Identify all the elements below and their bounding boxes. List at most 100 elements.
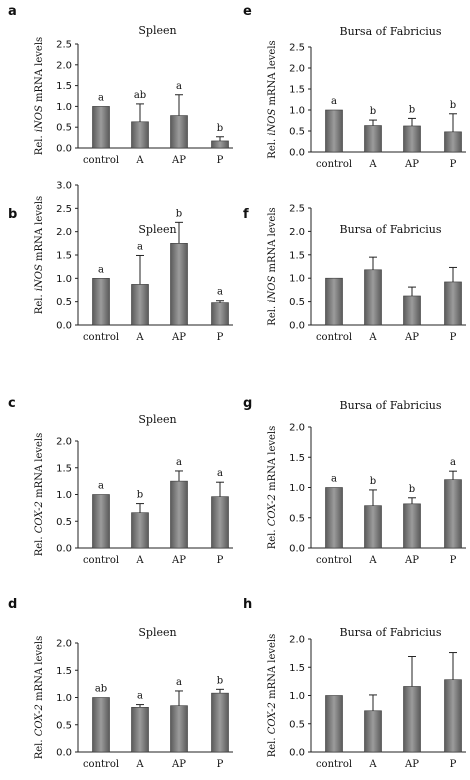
y-tick-label: 0.5 xyxy=(56,720,72,731)
y-tick-label: 1.0 xyxy=(56,274,72,285)
y-tick-label: 1.5 xyxy=(56,666,72,677)
y-axis-label: Rel. iNOS mRNA levels xyxy=(267,40,278,158)
bar-control xyxy=(92,697,110,753)
bar-P xyxy=(444,679,462,753)
y-tick-label: 0.0 xyxy=(289,321,305,332)
x-tick-label: P xyxy=(217,155,224,166)
y-tick-label: 1.0 xyxy=(289,106,305,117)
x-tick-label: AP xyxy=(404,159,419,170)
x-tick-label: P xyxy=(450,555,457,566)
bar-A xyxy=(131,512,149,549)
chart-title: Spleen xyxy=(138,413,176,426)
y-axis-label-prefix: Rel. xyxy=(267,526,278,549)
x-tick-label: A xyxy=(135,759,144,770)
significance-label: b xyxy=(137,490,143,501)
x-tick-label: control xyxy=(316,555,352,566)
y-tick-label: 1.0 xyxy=(289,274,305,285)
y-tick-label: 1.5 xyxy=(289,85,305,96)
y-tick-label: 1.5 xyxy=(56,81,72,92)
x-tick-label: A xyxy=(135,332,144,343)
y-tick-label: 0.5 xyxy=(56,123,72,134)
y-tick-label: 2.0 xyxy=(289,227,305,238)
y-tick-label: 0.5 xyxy=(56,517,72,528)
significance-label: a xyxy=(217,287,223,298)
y-tick-label: 0.0 xyxy=(56,321,72,332)
y-axis-label-prefix: Rel. xyxy=(267,734,278,757)
significance-label: a xyxy=(217,468,223,479)
bar-P xyxy=(211,496,229,549)
x-tick-label: AP xyxy=(171,759,186,770)
x-tick-label: control xyxy=(316,159,352,170)
x-tick-label: P xyxy=(217,759,224,770)
y-axis-label-suffix: mRNA levels xyxy=(34,636,45,704)
y-tick-label: 1.5 xyxy=(56,463,72,474)
significance-label: a xyxy=(137,241,143,252)
y-tick-label: 2.0 xyxy=(56,60,72,71)
significance-label: a xyxy=(450,457,456,468)
y-tick-label: 2.0 xyxy=(289,423,305,434)
y-tick-label: 2.0 xyxy=(56,639,72,650)
x-tick-label: AP xyxy=(171,155,186,166)
y-axis-label-suffix: mRNA levels xyxy=(34,37,45,105)
x-tick-label: control xyxy=(316,332,352,343)
x-tick-label: A xyxy=(135,555,144,566)
x-tick-label: A xyxy=(368,555,377,566)
y-axis-label-suffix: mRNA levels xyxy=(34,433,45,501)
significance-label: b xyxy=(217,123,223,134)
y-axis-label: Rel. iNOS mRNA levels xyxy=(34,37,45,155)
bar-A xyxy=(364,269,382,326)
y-tick-label: 0.5 xyxy=(289,513,305,524)
x-tick-label: P xyxy=(450,332,457,343)
y-axis-label: Rel. COX-2 mRNA levels xyxy=(267,634,278,758)
x-tick-label: control xyxy=(83,332,119,343)
significance-label: a xyxy=(331,96,337,107)
chart-title: Bursa of Fabricius xyxy=(340,399,442,412)
significance-label: a xyxy=(137,691,143,702)
bar-control xyxy=(92,278,110,326)
y-tick-label: 0.5 xyxy=(289,127,305,138)
y-tick-label: 2.5 xyxy=(289,43,305,54)
x-tick-label: control xyxy=(83,155,119,166)
chart-title: Spleen xyxy=(138,24,176,37)
bar-A xyxy=(131,707,149,753)
bar-A xyxy=(364,505,382,549)
y-tick-label: 1.0 xyxy=(56,693,72,704)
x-tick-label: A xyxy=(368,159,377,170)
bar-P xyxy=(444,131,462,153)
y-axis-label: Rel. COX-2 mRNA levels xyxy=(34,636,45,760)
bar-AP xyxy=(403,125,421,153)
y-tick-label: 2.5 xyxy=(56,204,72,215)
significance-label: b xyxy=(409,104,415,115)
x-tick-label: AP xyxy=(171,332,186,343)
y-tick-label: 0.0 xyxy=(56,748,72,759)
y-axis-label: Rel. COX-2 mRNA levels xyxy=(34,433,45,557)
x-tick-label: P xyxy=(450,159,457,170)
y-tick-label: 0.0 xyxy=(56,544,72,555)
significance-label: b xyxy=(176,208,182,219)
chart-panel-g: g Bursa of Fabricius Rel. COX-2 mRNA level… xyxy=(243,396,466,566)
panel-letter: f xyxy=(243,207,249,222)
significance-label: b xyxy=(370,476,376,487)
y-tick-label: 0.0 xyxy=(56,144,72,155)
x-tick-label: AP xyxy=(171,555,186,566)
chart-title: Bursa of Fabricius xyxy=(340,25,442,38)
y-axis-label-gene: iNOS xyxy=(34,105,45,132)
bar-P xyxy=(211,692,229,753)
bar-P xyxy=(211,302,229,326)
x-tick-label: A xyxy=(368,759,377,770)
y-tick-label: 1.0 xyxy=(289,691,305,702)
y-tick-label: 2.0 xyxy=(56,227,72,238)
y-tick-label: 2.0 xyxy=(289,635,305,646)
y-axis-label-gene: COX-2 xyxy=(267,702,278,734)
x-tick-label: P xyxy=(217,555,224,566)
panel-letter: b xyxy=(8,207,17,222)
y-axis-label-gene: iNOS xyxy=(34,264,45,291)
x-tick-label: AP xyxy=(404,332,419,343)
x-tick-label: control xyxy=(83,555,119,566)
y-tick-label: 1.0 xyxy=(289,483,305,494)
bar-control xyxy=(92,494,110,549)
y-tick-label: 2.0 xyxy=(289,64,305,75)
chart-panel-c: c Spleen Rel. COX-2 mRNA levels 0.0 0.5 1.0 1.… xyxy=(8,396,233,566)
